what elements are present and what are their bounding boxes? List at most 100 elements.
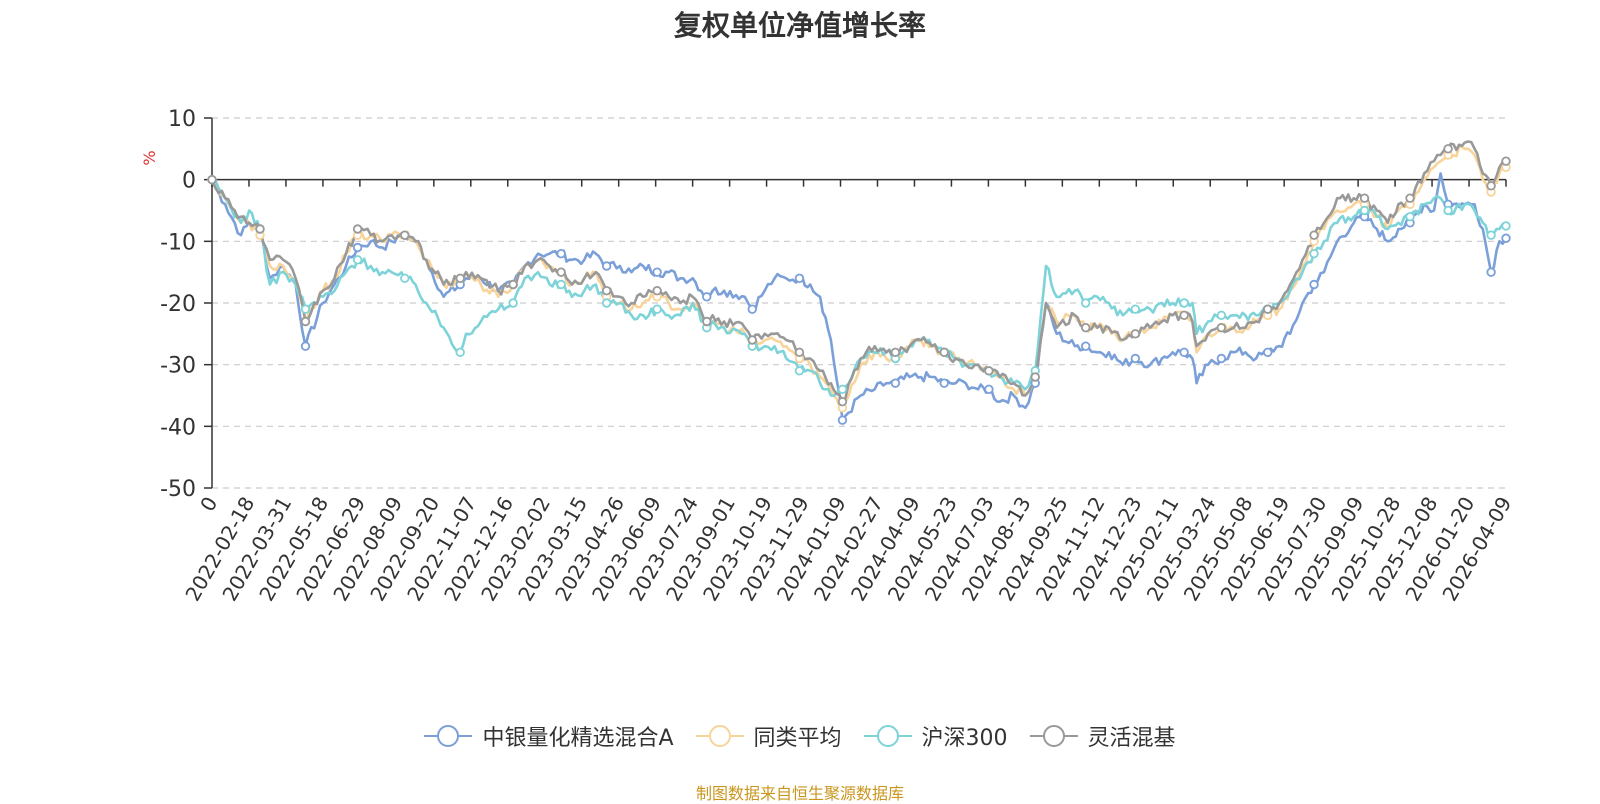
series-point: [400, 273, 410, 284]
legend-item-flexible-mixed[interactable]: 灵活混基: [1029, 720, 1176, 752]
series-point: [1309, 248, 1319, 259]
series-point: [837, 415, 848, 425]
series-point: [1486, 230, 1496, 240]
series-point: [1501, 221, 1511, 231]
series-point: [747, 304, 757, 314]
legend-peer-average-icon: [695, 725, 744, 747]
series-point: [455, 347, 465, 358]
series-point: [984, 384, 994, 395]
series-point: [794, 273, 805, 284]
chart-title: 复权单位净值增长率: [673, 9, 926, 42]
series-point: [455, 273, 465, 284]
series-point: [300, 341, 311, 351]
series-point: [1216, 310, 1227, 321]
series-point: [1080, 298, 1091, 308]
axes: [204, 117, 1507, 489]
series-point: [1263, 347, 1273, 358]
series-point: [1359, 193, 1370, 203]
series-point: [1130, 353, 1141, 364]
legend-fund-label: 中银量化精选混合A: [482, 726, 674, 751]
y-axis-unit: %: [140, 150, 159, 165]
series-point: [837, 396, 848, 407]
series-point: [1486, 267, 1496, 277]
series-point: [1501, 156, 1511, 166]
series-point: [300, 316, 311, 327]
series-point: [1030, 372, 1040, 382]
series-point: [556, 267, 566, 277]
series-point: [1309, 230, 1319, 240]
legend-fund-icon: [424, 725, 473, 747]
legend-item-peer-average[interactable]: 同类平均: [695, 720, 842, 752]
y-tick-label: -50: [160, 477, 196, 502]
series-point: [508, 279, 518, 290]
series-point: [1405, 193, 1415, 203]
series-point: [652, 304, 662, 314]
line-chart: 100-10-20-30-40-50%02022-02-182022-03-31…: [140, 107, 1516, 605]
series-point: [601, 261, 612, 271]
legend-flexible-mixed-label: 灵活混基: [1087, 726, 1176, 751]
series-point: [747, 335, 757, 345]
y-tick-label: -20: [160, 292, 196, 317]
series-point: [1443, 205, 1453, 216]
series-point: [652, 285, 662, 296]
series-point: [1501, 233, 1511, 243]
series-line: [210, 140, 1507, 403]
series-point: [890, 347, 901, 358]
y-tick-label: -10: [160, 230, 196, 255]
series-point: [352, 224, 363, 234]
series-point: [1216, 353, 1227, 364]
series-point: [255, 224, 265, 234]
series-point: [939, 378, 949, 388]
axis-labels: 100-10-20-30-40-50%02022-02-182022-03-31…: [140, 107, 1516, 605]
series-point: [1486, 181, 1496, 191]
series-point: [890, 378, 901, 388]
series-point: [1130, 304, 1141, 314]
series-point: [207, 174, 217, 185]
series-point: [652, 267, 662, 277]
series-point: [1179, 298, 1189, 308]
gridlines: [212, 117, 1506, 489]
legend-item-hs300[interactable]: 沪深300: [863, 720, 1008, 752]
series-point: [400, 230, 410, 240]
series-point: [1359, 205, 1370, 216]
series-point: [1216, 322, 1227, 333]
series-lines: [210, 140, 1508, 422]
legend-hs300-icon: [863, 725, 912, 747]
series-point: [300, 304, 311, 314]
series-point: [1443, 144, 1453, 154]
series-point: [984, 366, 994, 376]
series-point: [702, 316, 712, 327]
chart-legend: 中银量化精选混合A 同类平均 沪深300 灵活混基: [0, 720, 1600, 752]
series-point: [1080, 322, 1091, 333]
y-tick-label: -40: [160, 415, 196, 440]
series-point: [1130, 329, 1141, 339]
legend-hs300-label: 沪深300: [921, 726, 1008, 751]
y-tick-label: 0: [182, 169, 196, 194]
legend-flexible-mixed-icon: [1029, 725, 1078, 747]
series-point: [794, 366, 805, 376]
series-point: [939, 347, 949, 358]
series-line: [211, 178, 1507, 398]
y-tick-label: -30: [160, 354, 196, 379]
series-point: [352, 242, 363, 253]
series-point: [702, 292, 712, 302]
series-point: [1405, 211, 1415, 222]
series-point: [352, 255, 363, 265]
legend-item-fund[interactable]: 中银量化精选混合A: [424, 720, 674, 752]
series-point: [1309, 279, 1319, 290]
series-point: [508, 298, 518, 308]
series-line: [210, 172, 1508, 422]
series-point: [1080, 341, 1091, 351]
x-tick-label: 0: [195, 493, 222, 516]
series-point: [556, 248, 566, 259]
series-point: [1179, 310, 1189, 321]
data-source-note: 制图数据来自恒生聚源数据库: [695, 784, 904, 803]
series-point: [1179, 347, 1189, 358]
series-markers: [207, 144, 1511, 425]
series-point: [601, 285, 612, 296]
legend-peer-average-label: 同类平均: [753, 726, 842, 751]
series-point: [601, 298, 612, 308]
series-point: [837, 384, 848, 395]
series-point: [794, 347, 805, 358]
y-tick-label: 10: [168, 107, 196, 132]
